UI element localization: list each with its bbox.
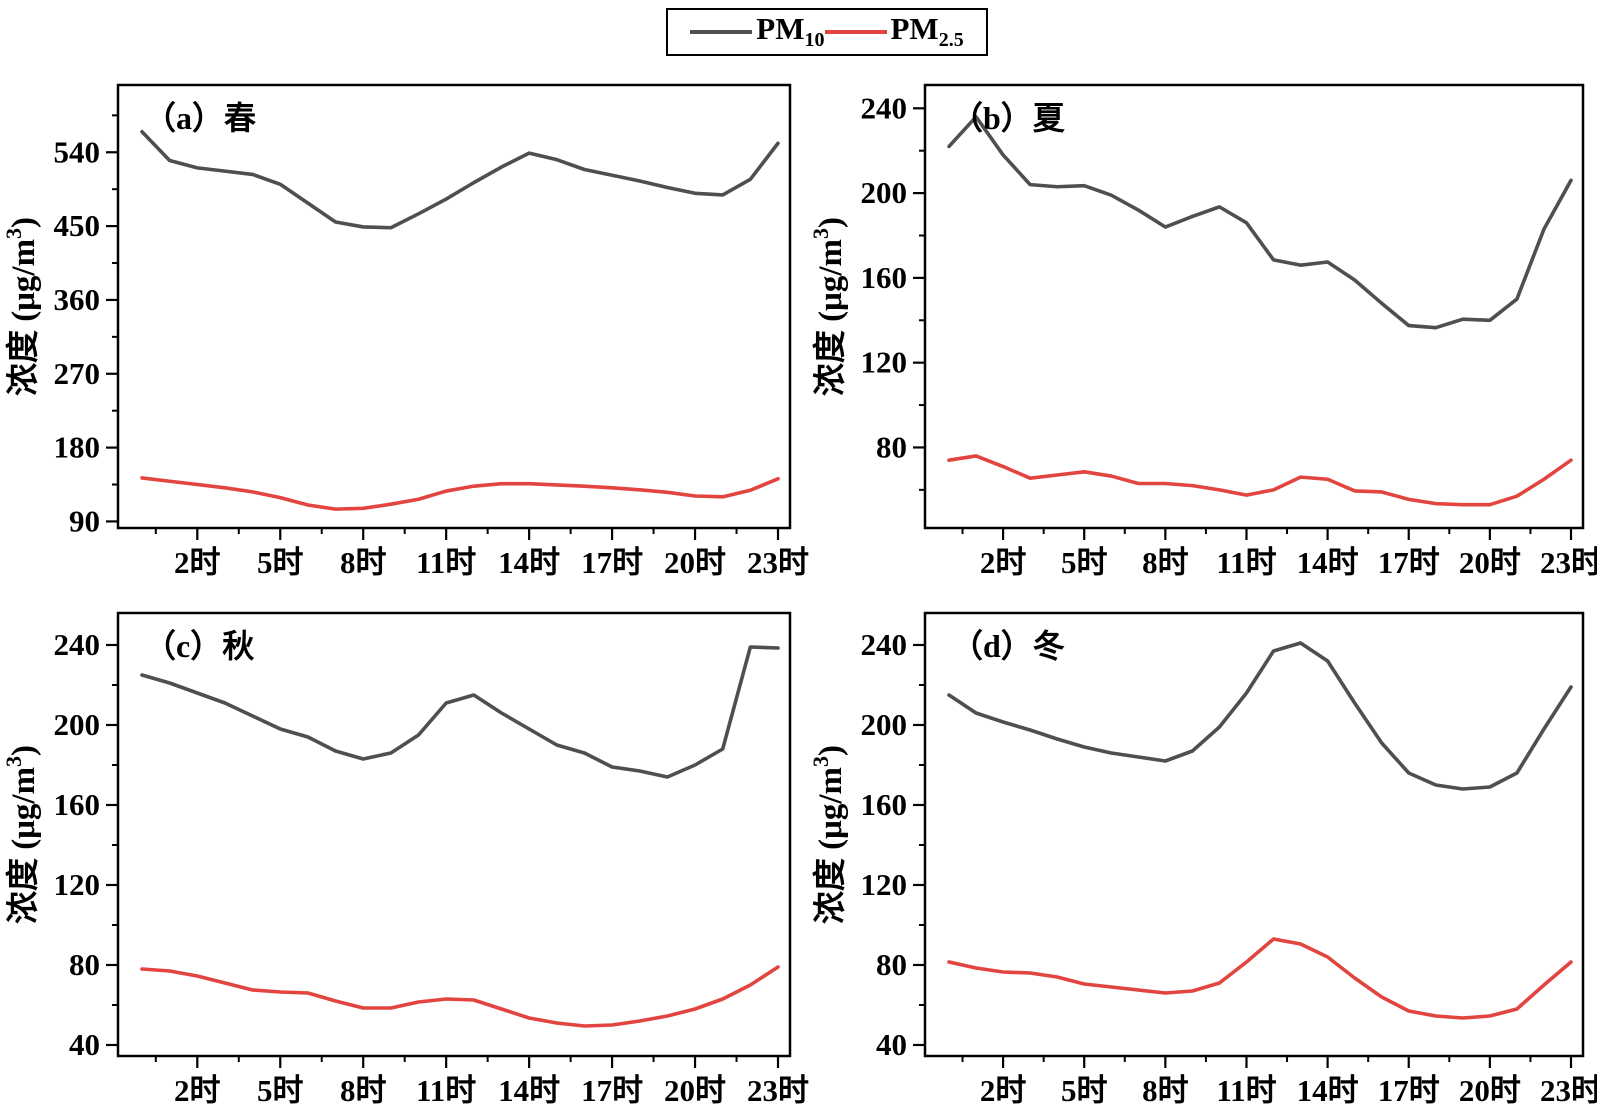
x-tick-label: 11时	[1216, 1073, 1276, 1108]
y-axis-label: 浓度 (μg/m3)	[1, 217, 42, 396]
y-tick-label: 360	[54, 282, 101, 317]
x-tick-label: 17时	[1378, 1073, 1440, 1108]
y-tick-label: 40	[876, 1027, 907, 1062]
y-tick-label: 240	[861, 90, 908, 125]
y-tick-label: 80	[876, 429, 907, 464]
x-tick-label: 20时	[1459, 1073, 1521, 1108]
pm10-line-swatch	[690, 30, 753, 34]
x-tick-label: 23时	[747, 545, 809, 580]
x-tick-label: 17时	[1378, 545, 1440, 580]
y-tick-label: 450	[54, 208, 101, 243]
y-axis-label: 浓度 (μg/m3)	[808, 745, 849, 924]
y-axis-label: 浓度 (μg/m3)	[808, 217, 849, 396]
x-tick-label: 11时	[416, 545, 476, 580]
y-tick-label: 90	[69, 503, 100, 538]
y-tick-label: 240	[54, 627, 101, 662]
y-tick-label: 120	[54, 867, 101, 902]
x-tick-label: 14时	[498, 1073, 560, 1108]
legend-label-pm25: PM2.5	[890, 11, 964, 52]
panel-label-a: （a）春	[144, 100, 256, 136]
plot-frame-b	[923, 83, 1585, 530]
pm25-line-swatch	[824, 30, 887, 34]
x-tick-label: 14时	[1297, 1073, 1359, 1108]
y-tick-label: 120	[861, 345, 908, 380]
x-tick-label: 23时	[1540, 1073, 1597, 1108]
legend: PM10 PM2.5	[666, 8, 988, 56]
x-tick-label: 11时	[416, 1073, 476, 1108]
y-tick-label: 540	[54, 134, 101, 169]
y-tick-label: 80	[876, 947, 907, 982]
legend-label-pm10: PM10	[756, 11, 825, 52]
y-tick-label: 160	[54, 787, 101, 822]
x-tick-label: 17时	[581, 1073, 643, 1108]
x-tick-label: 8时	[340, 545, 387, 580]
pm10-line-b	[947, 114, 1573, 330]
x-tick-label: 23时	[747, 1073, 809, 1108]
plot-frame-a	[116, 83, 792, 530]
x-tick-label: 2时	[174, 545, 221, 580]
pm25-line-c	[140, 965, 780, 1028]
y-tick-label: 80	[69, 947, 100, 982]
y-tick-label: 240	[861, 627, 908, 662]
x-tick-label: 2时	[980, 1073, 1027, 1108]
y-tick-label: 160	[861, 787, 908, 822]
x-tick-label: 5时	[257, 1073, 304, 1108]
x-tick-label: 14时	[1297, 545, 1359, 580]
y-tick-label: 270	[54, 356, 101, 391]
legend-item-pm25: PM2.5	[824, 11, 964, 52]
x-tick-label: 2时	[980, 545, 1027, 580]
x-tick-label: 5时	[257, 545, 304, 580]
x-tick-label: 5时	[1061, 545, 1108, 580]
pm25-line-d	[947, 937, 1573, 1020]
plot-frame-d	[923, 611, 1585, 1058]
pm10-line-d	[947, 641, 1573, 791]
x-tick-label: 20时	[664, 545, 726, 580]
panel-d: 40 80 120 160 200 240 2时 5时 8时 11时 14时 17时 20时 23时 浓度 …	[808, 611, 1597, 1108]
pm10-line-a	[140, 129, 780, 230]
x-tick-label: 5时	[1061, 1073, 1108, 1108]
y-axis-label: 浓度 (μg/m3)	[1, 745, 42, 924]
x-tick-label: 17时	[581, 545, 643, 580]
x-tick-label: 8时	[340, 1073, 387, 1108]
y-tick-label: 180	[54, 430, 101, 465]
y-tick-label: 200	[861, 707, 908, 742]
plot-frame-c	[116, 611, 792, 1058]
legend-item-pm10: PM10	[690, 11, 825, 52]
x-tick-label: 20时	[1459, 545, 1521, 580]
panel-c: 40 80 120 160 200 240 2时 5时 8时 11时 14时 17时 20时 23时 浓度 …	[1, 611, 809, 1108]
y-tick-label: 160	[861, 260, 908, 295]
x-tick-label: 20时	[664, 1073, 726, 1108]
panel-a: 90 180 270 360 450 540 2时 5时 8时 11时 14时 17时 20时 23时 浓度…	[1, 83, 809, 580]
y-tick-label: 40	[69, 1027, 100, 1062]
x-tick-label: 23时	[1540, 545, 1597, 580]
panel-label-b: （b）夏	[951, 100, 1066, 136]
x-tick-label: 11时	[1216, 545, 1276, 580]
x-tick-label: 14时	[498, 545, 560, 580]
pm25-line-b	[947, 454, 1573, 507]
x-tick-label: 8时	[1142, 1073, 1189, 1108]
x-tick-label: 8时	[1142, 545, 1189, 580]
panel-label-d: （d）冬	[951, 628, 1065, 664]
y-tick-label: 120	[861, 867, 908, 902]
x-tick-label: 2时	[174, 1073, 221, 1108]
pm25-line-a	[140, 476, 780, 511]
y-tick-label: 200	[54, 707, 101, 742]
panel-b: 80 120 160 200 240 2时 5时 8时 11时 14时 17时 20时 23时 浓度 (μ…	[808, 83, 1597, 580]
pm10-line-c	[140, 645, 780, 779]
y-tick-label: 200	[861, 175, 908, 210]
panel-label-c: （c）秋	[144, 628, 254, 664]
